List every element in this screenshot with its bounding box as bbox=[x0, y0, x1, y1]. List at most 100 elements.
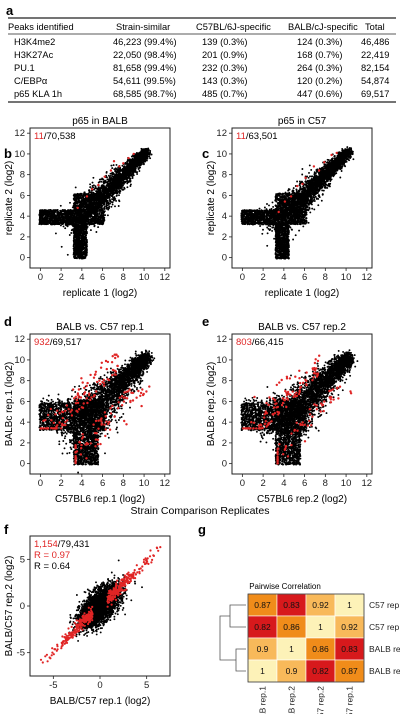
data-point bbox=[145, 156, 148, 159]
data-point bbox=[47, 213, 50, 216]
data-point bbox=[57, 223, 60, 225]
data-point bbox=[116, 181, 119, 184]
table-header-similar: Strain-similar bbox=[116, 22, 170, 32]
data-point bbox=[104, 180, 107, 182]
data-point bbox=[101, 218, 104, 221]
data-point bbox=[76, 202, 79, 205]
data-point bbox=[81, 246, 84, 249]
data-point bbox=[112, 164, 115, 167]
data-point bbox=[84, 231, 87, 234]
data-point bbox=[53, 214, 56, 217]
point-layer bbox=[38, 147, 153, 260]
data-point bbox=[65, 215, 68, 218]
data-point bbox=[67, 217, 70, 220]
data-point bbox=[100, 196, 103, 199]
data-point bbox=[93, 224, 96, 227]
data-point bbox=[101, 200, 104, 203]
data-point bbox=[60, 219, 63, 222]
data-point bbox=[107, 187, 110, 190]
data-point bbox=[43, 213, 46, 215]
data-point bbox=[90, 200, 92, 203]
table-cell: 54,611 (99.5%) bbox=[113, 76, 176, 86]
data-point bbox=[85, 222, 88, 225]
data-point bbox=[78, 221, 81, 224]
data-point bbox=[140, 163, 143, 166]
data-point bbox=[115, 163, 118, 166]
data-point bbox=[309, 175, 311, 178]
data-point bbox=[140, 148, 143, 150]
data-point bbox=[133, 168, 136, 171]
data-point bbox=[98, 197, 101, 200]
table-row: PU.1 81,658 (99.4%) 232 (0.3%) 264 (0.3%… bbox=[14, 63, 389, 73]
data-point bbox=[144, 151, 147, 154]
data-point bbox=[103, 216, 106, 219]
data-point bbox=[80, 222, 83, 225]
data-point bbox=[100, 220, 103, 223]
data-point bbox=[85, 203, 88, 205]
data-point bbox=[46, 210, 49, 213]
data-point bbox=[72, 214, 75, 217]
data-point bbox=[84, 222, 86, 225]
data-point bbox=[87, 193, 90, 196]
data-point bbox=[53, 222, 56, 225]
data-point bbox=[110, 205, 113, 208]
table-row: H3K4me2 46,223 (99.4%) 139 (0.3%) 124 (0… bbox=[14, 37, 389, 47]
data-point bbox=[91, 222, 94, 225]
data-point bbox=[103, 208, 106, 210]
data-point bbox=[99, 200, 101, 203]
table-cell: 201 (0.9%) bbox=[202, 50, 247, 60]
data-point bbox=[95, 198, 98, 201]
data-point bbox=[85, 227, 88, 230]
data-point bbox=[105, 206, 108, 209]
table-cell: 264 (0.3%) bbox=[297, 63, 342, 73]
table-cell: 46,223 (99.4%) bbox=[113, 37, 177, 47]
data-point bbox=[39, 217, 41, 220]
data-point bbox=[74, 222, 76, 225]
table-cell: 68,585 (98.7%) bbox=[113, 89, 177, 99]
data-point bbox=[67, 213, 70, 216]
data-point bbox=[119, 169, 122, 172]
data-point bbox=[81, 234, 84, 236]
data-point bbox=[114, 169, 117, 172]
data-point bbox=[118, 172, 121, 174]
data-point bbox=[80, 203, 83, 206]
data-point bbox=[88, 189, 91, 192]
table-cell: 82,154 bbox=[361, 63, 389, 73]
data-point bbox=[107, 190, 110, 193]
data-point bbox=[62, 213, 65, 216]
data-point bbox=[102, 191, 105, 194]
table-cell: 54,874 bbox=[361, 76, 389, 86]
data-point bbox=[83, 203, 86, 206]
data-point bbox=[94, 213, 97, 216]
data-point bbox=[92, 211, 95, 214]
data-point bbox=[108, 193, 111, 196]
data-point bbox=[74, 253, 77, 256]
data-point bbox=[142, 162, 145, 165]
data-point bbox=[130, 168, 133, 171]
data-point bbox=[129, 179, 132, 182]
data-point bbox=[96, 195, 99, 198]
data-point bbox=[88, 223, 91, 226]
table-cell: 22,419 bbox=[361, 50, 389, 60]
data-point bbox=[123, 181, 126, 184]
data-point bbox=[92, 196, 95, 199]
data-point bbox=[89, 186, 92, 189]
data-point bbox=[83, 194, 86, 197]
data-point bbox=[105, 201, 108, 204]
data-point bbox=[129, 185, 132, 187]
table-cell: 46,486 bbox=[361, 37, 389, 47]
highlight-point bbox=[122, 162, 125, 165]
data-point bbox=[94, 196, 97, 199]
data-point bbox=[85, 219, 87, 222]
data-point bbox=[46, 221, 49, 224]
data-point bbox=[79, 206, 82, 209]
table-cell: 168 (0.7%) bbox=[297, 50, 342, 60]
data-point bbox=[107, 208, 110, 211]
data-point bbox=[54, 209, 57, 212]
table-cell: 81,658 (99.4%) bbox=[113, 63, 177, 73]
table-cell: 22,050 (98.4%) bbox=[113, 50, 177, 60]
data-point bbox=[102, 193, 105, 196]
data-point bbox=[95, 217, 98, 220]
data-point bbox=[115, 186, 118, 188]
data-point bbox=[143, 156, 145, 159]
